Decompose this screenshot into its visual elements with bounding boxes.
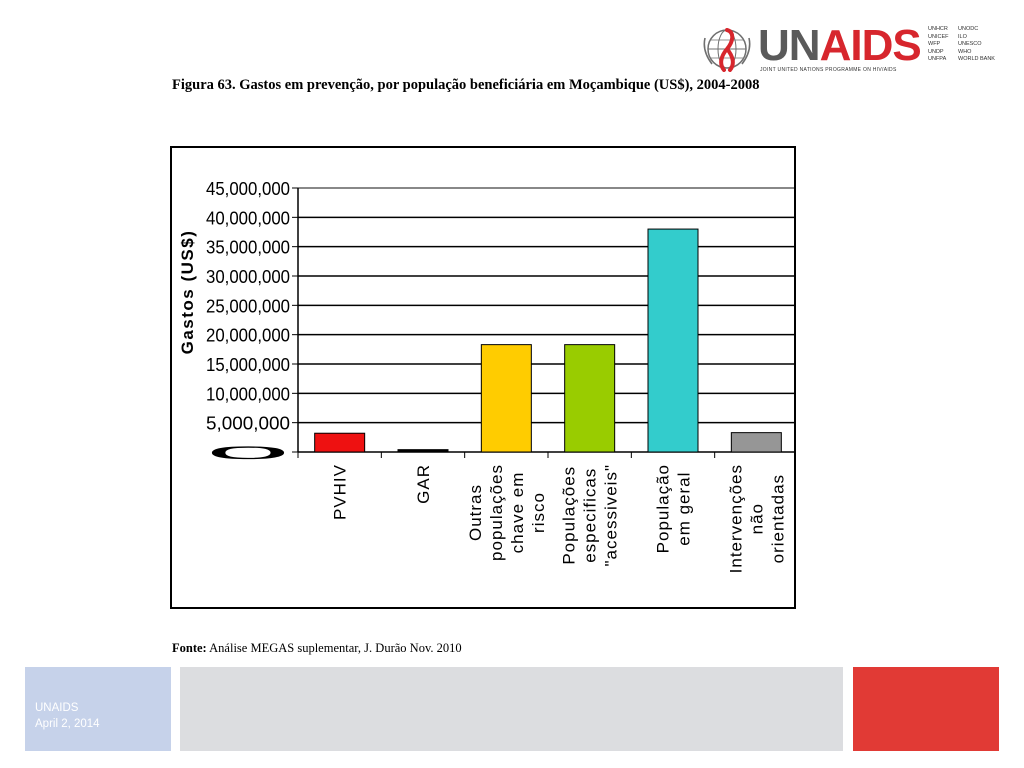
x-category-label-line: Outras	[466, 484, 485, 541]
y-axis-title: Gastos (US$)	[178, 230, 197, 355]
figure-title: Figura 63. Gastos em prevenção, por popu…	[172, 77, 760, 93]
bar	[647, 228, 699, 453]
logo-tagline: JOINT UNITED NATIONS PROGRAMME ON HIV/AI…	[760, 67, 897, 73]
chart-frame: 0 5,000,000 10,000,000 15,000,000 20,000,000…	[170, 146, 796, 609]
x-category-label-line: GAR	[414, 464, 433, 504]
y-tick-label: 25,000,000	[206, 296, 290, 316]
source-text: Análise MEGAS suplementar, J. Durão Nov.…	[206, 641, 462, 655]
x-category-label-line: em geral	[675, 472, 694, 546]
bar	[397, 449, 449, 453]
x-category-label: GAR	[414, 464, 433, 504]
bar	[480, 344, 532, 453]
source-label: Fonte:	[172, 641, 207, 655]
y-tick-label: 5,000,000	[206, 414, 290, 434]
y-tick-label: 45,000,000	[206, 179, 290, 199]
x-category-label: População em geral	[654, 464, 694, 553]
y-tick-label: 15,000,000	[206, 355, 290, 375]
x-category-label: Populações especificas "acessiveis"	[560, 464, 621, 567]
bar	[314, 432, 366, 453]
cosponsor-list-2: UNODC ILO UNESCO WHO WORLD BANK	[958, 26, 995, 62]
x-category-label-line: não	[747, 503, 766, 534]
x-category-label-line: orientadas	[768, 474, 787, 563]
un-emblem-icon	[703, 28, 751, 72]
bar	[730, 432, 782, 453]
y-tick-label: 40,000,000	[206, 208, 290, 228]
bar-chart: 0 5,000,000 10,000,000 15,000,000 20,000,000…	[178, 179, 794, 573]
x-category-label-line: "acessiveis"	[602, 464, 621, 567]
x-category-label: Intervenções não orientadas	[726, 464, 787, 573]
footer-panel-middle	[180, 667, 843, 751]
x-category-label-line: Populações	[560, 466, 579, 565]
footer-panel-right	[853, 667, 999, 751]
x-category-label-line: Intervenções	[726, 464, 745, 573]
y-tick-label: 10,000,000	[206, 384, 290, 404]
x-category-label-line: especificas	[581, 468, 600, 563]
bar	[564, 344, 616, 453]
footer-org: UNAIDS	[35, 702, 79, 714]
y-tick-label: 30,000,000	[206, 267, 290, 287]
x-category-label-line: PVHIV	[331, 464, 350, 520]
x-category-label-line: População	[654, 464, 673, 553]
y-tick-label: 35,000,000	[206, 238, 290, 258]
x-category-label-line: risco	[529, 492, 548, 533]
footer-panel-left	[25, 667, 171, 751]
unaids-wordmark: UNAIDS	[758, 21, 922, 70]
y-tick-label: 20,000,000	[206, 326, 290, 346]
cosponsor-list-1: UNHCR UNICEF WFP UNDP UNFPA	[928, 26, 949, 62]
x-category-label-line: chave em	[508, 472, 527, 554]
x-category-label: Outras populações chave em risco	[466, 464, 548, 561]
footer-info: UNAIDS April 2, 2014	[35, 700, 100, 732]
source-note: Fonte: Análise MEGAS suplementar, J. Dur…	[172, 641, 462, 656]
unaids-logo: UNAIDS JOINT UNITED NATIONS PROGRAMME ON…	[700, 20, 1000, 78]
x-category-label-line: populações	[487, 464, 506, 561]
footer-date: April 2, 2014	[35, 718, 100, 730]
y-tick-label: 0	[206, 443, 290, 463]
x-category-label: PVHIV	[331, 464, 350, 520]
